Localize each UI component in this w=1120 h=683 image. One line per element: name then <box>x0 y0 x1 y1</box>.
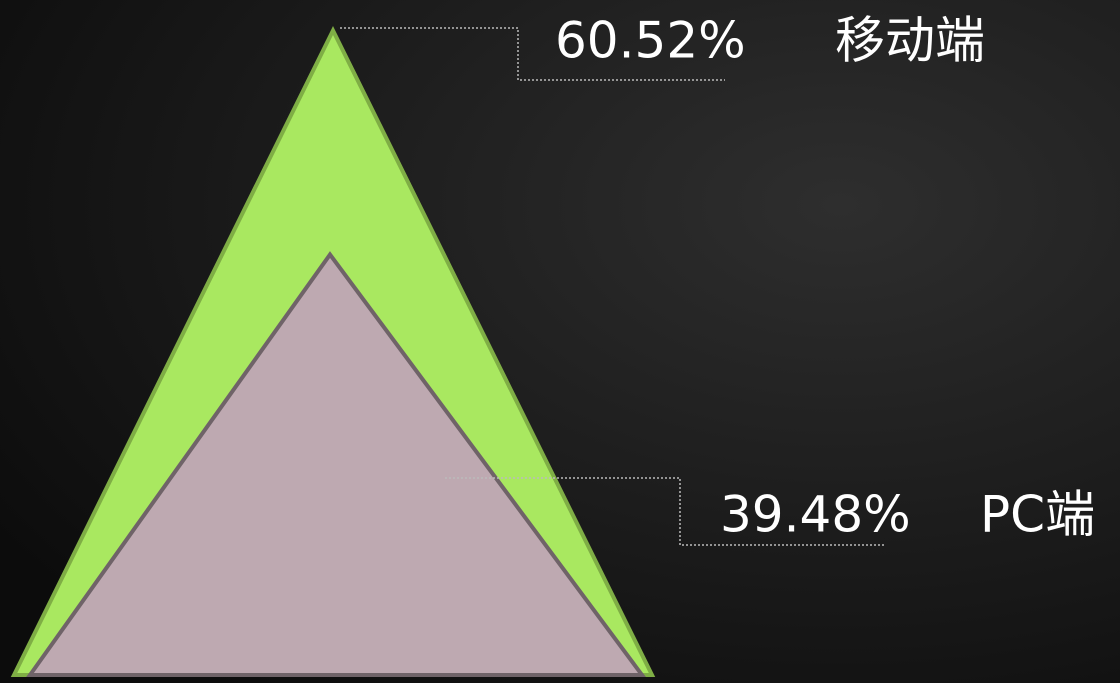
category-label: PC端 <box>980 486 1095 544</box>
value-label: 39.48% <box>720 486 911 544</box>
leader-line <box>445 477 885 546</box>
triangle <box>26 251 646 677</box>
category-label: 移动端 <box>835 12 985 70</box>
leader-line <box>340 27 725 81</box>
value-label: 60.52% <box>555 12 746 70</box>
